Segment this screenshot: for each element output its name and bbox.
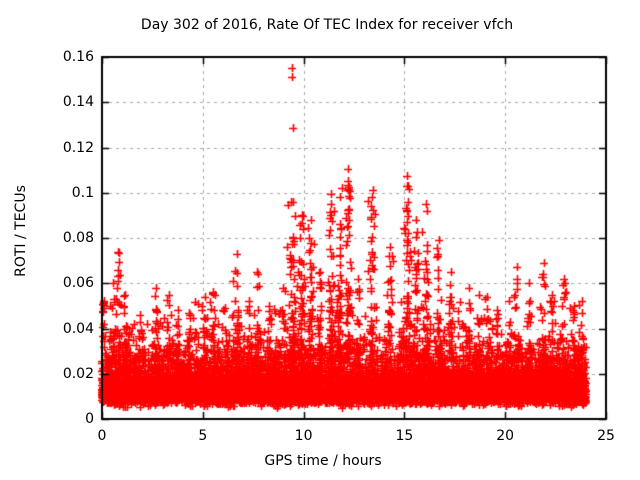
y-tick-label: 0.06 <box>62 275 94 292</box>
x-tick-label: 10 <box>294 428 313 444</box>
x-tick-label: 0 <box>97 428 107 444</box>
y-tick-label: 0.16 <box>62 49 94 65</box>
y-tick-label: 0.1 <box>71 184 94 201</box>
x-tick-label: 25 <box>597 428 615 444</box>
x-tick-label: 5 <box>198 428 208 444</box>
y-tick-label: 0.08 <box>62 230 94 246</box>
y-tick-label: 0.14 <box>62 94 94 111</box>
y-tick-label: 0.02 <box>62 365 94 382</box>
chart-title: Day 302 of 2016, Rate Of TEC Index for r… <box>140 17 514 33</box>
x-tick-label: 20 <box>496 428 515 444</box>
y-tick-label: 0 <box>85 411 94 427</box>
x-tick-label: 15 <box>395 428 414 444</box>
y-tick-label: 0.12 <box>62 139 94 156</box>
y-tick-label: 0.04 <box>62 320 94 337</box>
x-axis-label: GPS time / hours <box>264 453 382 469</box>
